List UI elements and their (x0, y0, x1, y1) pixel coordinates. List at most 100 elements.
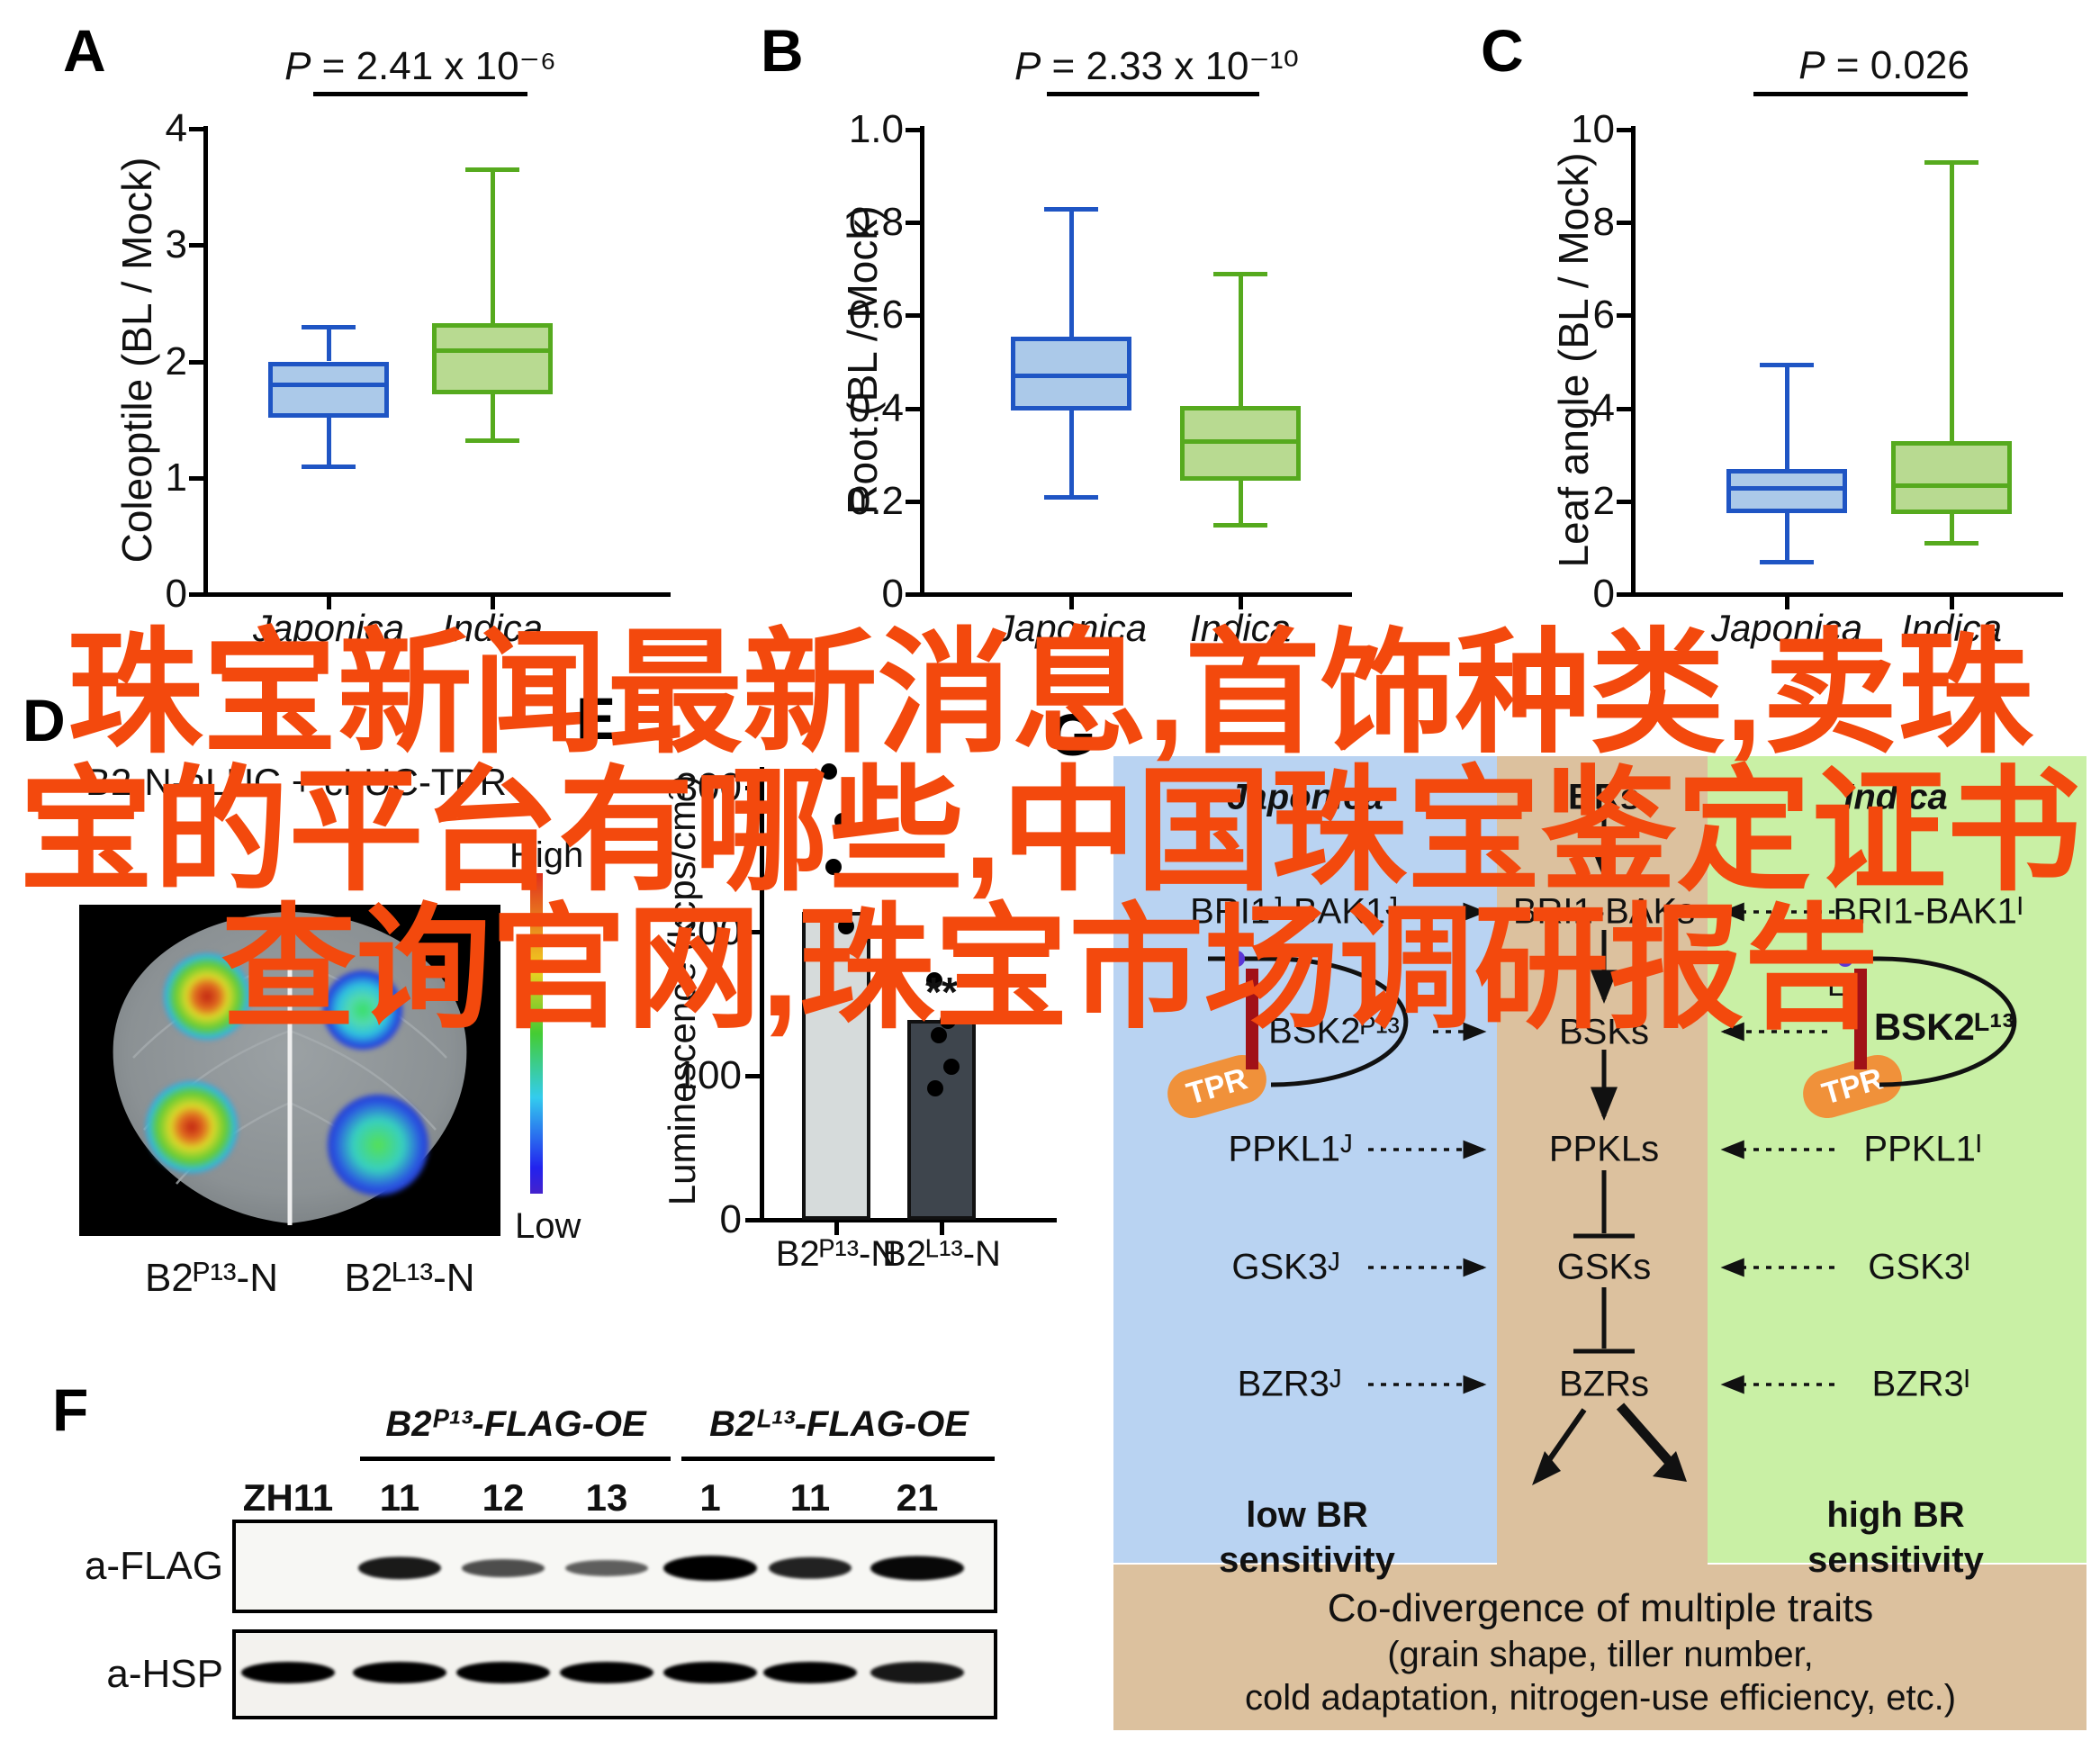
whisker-lower (1069, 410, 1074, 497)
lane-label: 13 (585, 1476, 628, 1519)
pathway-node: BRI1-BAK1ᴵ (1833, 891, 2023, 932)
whisker-cap-bottom (1760, 559, 1814, 564)
whisker-lower (1785, 512, 1789, 562)
whisker-lower (491, 393, 495, 441)
whisker-cap-top (1213, 271, 1267, 276)
panel-e-label: E (576, 685, 617, 752)
protein-band (560, 1662, 653, 1683)
axis-tick (906, 221, 920, 226)
axis-tick-label: 0 (719, 1197, 742, 1241)
protein-band (663, 1662, 757, 1683)
panel-b-xaxis (920, 592, 1352, 597)
axis-tick-label: 0.8 (848, 200, 904, 245)
data-point (926, 972, 942, 989)
whisker-upper (491, 169, 495, 323)
data-point (940, 1013, 956, 1030)
data-point (834, 812, 851, 829)
pathway-japonica-column (1113, 756, 1497, 1563)
lane-label: 1 (699, 1476, 721, 1519)
axis-tick (906, 128, 920, 132)
pathway-footer-band (1113, 1565, 2086, 1730)
axis-tick-label: 0 (1592, 572, 1615, 616)
pathway-node: GSK3ᴶ (1231, 1247, 1339, 1287)
panel-e-xaxis (760, 1218, 1057, 1222)
axis-tick-label: 4 (1592, 385, 1615, 430)
whisker-cap-top (302, 324, 356, 329)
median-line (1891, 483, 2012, 488)
box (1011, 336, 1131, 411)
axis-tick (189, 127, 203, 131)
data-point (838, 917, 854, 934)
blot-group1-underline (360, 1457, 671, 1461)
whisker-upper (327, 326, 331, 362)
low-br-sensitivity-label: low BR sensitivity (1219, 1495, 1395, 1580)
lane-label: 11 (379, 1476, 420, 1519)
panel-g-label: G (1050, 701, 1096, 768)
luminescence-colorbar (530, 873, 543, 1194)
data-point (943, 1059, 960, 1076)
axis-tick-label: 300 (675, 765, 742, 809)
panel-a-stat-bracket (313, 92, 527, 96)
significance-marker: ** (925, 968, 958, 1015)
axis-tick (1617, 221, 1631, 226)
axis-tick-label: 8 (1592, 200, 1615, 245)
category-tick (1069, 597, 1074, 609)
lane-label: 11 (789, 1476, 831, 1519)
category-tick (1785, 597, 1789, 609)
whisker-cap-top (465, 167, 519, 173)
whisker-cap-top (1044, 206, 1098, 212)
panel-c-yaxis (1631, 126, 1636, 597)
box (268, 361, 389, 418)
axis-tick-label: 1 (165, 455, 187, 500)
luminescence-spot (164, 953, 250, 1040)
panel-a-label: A (63, 17, 106, 84)
panel-a-yaxis (203, 126, 208, 597)
pathway-node: BZR3ᴶ (1237, 1364, 1341, 1404)
median-line (432, 347, 553, 353)
category-tick (1950, 597, 1954, 609)
pathway-node: PPKL1ᴵ (1863, 1129, 1982, 1169)
whisker-cap-bottom (1213, 522, 1267, 528)
pathway-node: BRI1ᴶ-BAK1ᴶ (1190, 891, 1397, 932)
data-point (822, 946, 838, 963)
pathway-node: BSKs (1558, 1012, 1650, 1052)
pathway-node: PPKL1ᴶ (1228, 1129, 1352, 1169)
category-label: B2ᴾ¹³-N (775, 1234, 897, 1274)
leaf-left-label: B2ᴾ¹³-N (145, 1256, 278, 1300)
median-line (1180, 438, 1301, 444)
axis-tick-label: 2 (1592, 478, 1615, 523)
pathway-header-brs: BRs (1567, 777, 1641, 817)
whisker-cap-bottom (1924, 541, 1978, 546)
lane-label: ZH11 (242, 1476, 334, 1519)
data-point (825, 859, 842, 875)
axis-tick-label: 0.2 (848, 478, 904, 523)
protein-band (462, 1559, 545, 1577)
panel-b-label: B (761, 17, 804, 84)
protein-band (565, 1559, 648, 1577)
panel-f-label: F (52, 1376, 89, 1443)
lane-label: 12 (482, 1476, 525, 1519)
panel-d-header: B2-N-nLUC + cLUC-TPR (86, 761, 507, 803)
axis-tick (1617, 499, 1631, 504)
panel-d-label: D (23, 687, 66, 753)
category-tick (940, 1222, 944, 1235)
category-tick (327, 597, 331, 609)
axis-tick (745, 930, 760, 934)
pathway-node: GSKs (1556, 1247, 1652, 1287)
axis-tick-label: 6 (1592, 293, 1615, 338)
panel-c-label: C (1481, 17, 1524, 84)
category-tick (834, 1222, 839, 1235)
protein-band (870, 1556, 964, 1581)
axis-tick (745, 1074, 760, 1078)
whisker-lower (1239, 480, 1243, 525)
colorbar-low-label: Low (515, 1206, 581, 1246)
pathway-footer-line: cold adaptation, nitrogen-use efficiency… (1244, 1678, 1957, 1718)
blot-row2-label: a-HSP (106, 1652, 223, 1696)
pathway-header-japonica: Japonica (1227, 777, 1383, 817)
pathway-leucine-mark: L (1827, 969, 1844, 1003)
blot-group2-underline (681, 1457, 995, 1461)
whisker-upper (1785, 364, 1789, 469)
bar (802, 911, 870, 1220)
